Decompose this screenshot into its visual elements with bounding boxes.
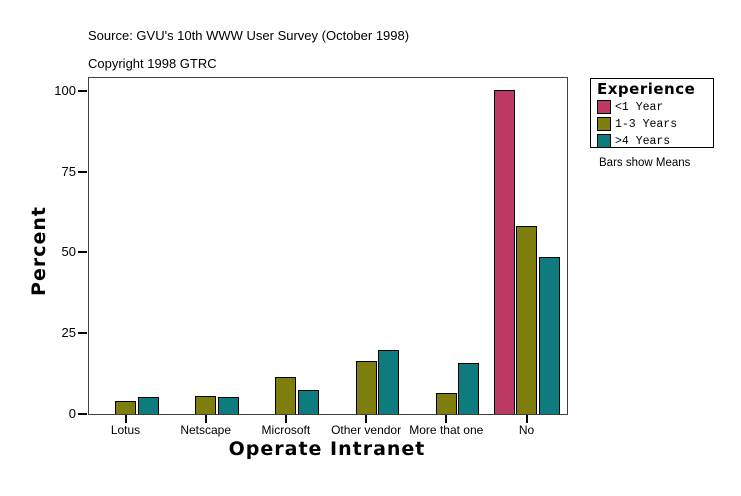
bar-other-vendor — [355, 361, 377, 414]
legend-swatch-1to3years — [597, 117, 611, 131]
bar-no — [493, 90, 515, 414]
bar-lotus — [115, 401, 136, 414]
legend-label: <1 Year — [615, 100, 664, 114]
x-category-label: Lotus — [110, 423, 141, 437]
y-tick — [78, 89, 87, 92]
legend-item: <1 Year — [597, 99, 709, 115]
bar-microsoft — [297, 390, 319, 414]
y-tick-label: 75 — [61, 163, 76, 179]
plot-area — [88, 77, 568, 415]
y-tick-label: 25 — [61, 325, 76, 341]
legend-box: Experience <1 Year 1-3 Years >4 Years — [590, 78, 714, 148]
bar-microsoft — [275, 377, 297, 414]
x-tick — [365, 415, 368, 423]
legend-swatch-gt4years — [597, 134, 611, 148]
bar-netscape — [217, 397, 239, 414]
x-category-label: Other vendor — [331, 423, 402, 437]
x-tick — [445, 415, 448, 423]
x-category-label: Microsoft — [261, 423, 311, 437]
source-text: Source: GVU's 10th WWW User Survey (Octo… — [88, 28, 410, 43]
legend-swatch-lt1year — [597, 100, 611, 114]
x-axis-title: Operate Intranet — [228, 438, 426, 460]
y-tick — [78, 251, 87, 254]
legend-label: 1-3 Years — [615, 117, 678, 131]
y-tick-label: 100 — [54, 82, 76, 98]
bar-more-that-one — [435, 393, 457, 414]
x-category-label: No — [518, 423, 535, 437]
copyright-text: Copyright 1998 GTRC — [88, 56, 217, 71]
y-tick-label: 50 — [61, 244, 76, 260]
bar-more-that-one — [458, 363, 480, 414]
x-tick — [284, 415, 287, 423]
bar-other-vendor — [378, 350, 400, 414]
bar-netscape — [195, 396, 217, 414]
bar-lotus — [137, 397, 159, 414]
y-tick — [78, 170, 87, 173]
y-tick — [78, 332, 87, 335]
legend-item: >4 Years — [597, 133, 709, 149]
legend-item: 1-3 Years — [597, 116, 709, 132]
y-tick — [78, 413, 87, 415]
x-tick — [204, 415, 207, 423]
legend-title: Experience — [597, 80, 696, 98]
y-tick-label: 0 — [68, 406, 76, 421]
bar-no — [516, 226, 537, 414]
bar-no — [538, 257, 560, 414]
x-tick — [124, 415, 127, 423]
bars-show-means-note: Bars show Means — [599, 157, 691, 169]
legend-label: >4 Years — [615, 134, 671, 148]
x-category-label: More that one — [409, 423, 484, 437]
x-tick — [525, 415, 528, 423]
x-category-label: Netscape — [180, 423, 232, 437]
